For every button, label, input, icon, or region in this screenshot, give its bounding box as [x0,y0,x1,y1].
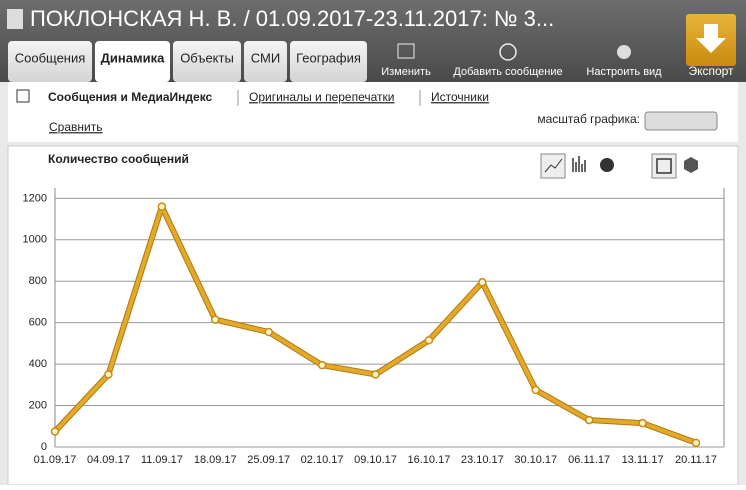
x-tick-label: 23.10.17 [461,454,504,466]
point [50,427,60,436]
toolbar-label[interactable]: Изменить [381,66,431,78]
info-icon[interactable] [7,9,23,29]
y-tick-label: 400 [29,358,47,370]
2d-icon [656,158,672,174]
point [691,438,701,448]
x-tick-label: 06.11.17 [568,454,610,466]
tab-label[interactable]: СМИ [251,50,280,65]
tab-label[interactable]: География [296,50,361,65]
x-tick-label: 13.11.17 [622,454,664,466]
tab-label[interactable]: Объекты [180,50,234,65]
tab[interactable] [8,41,92,82]
subnav-link[interactable]: Оригиналы и перепечатки [249,90,395,104]
x-tick-label: 16.10.17 [408,454,451,466]
bar-view-button[interactable] [572,156,586,172]
y-tick-label: 600 [29,317,47,329]
point [104,370,113,379]
y-tick-label: 1200 [23,192,47,204]
point [264,327,273,337]
scale-label: масштаб графика: [537,112,640,126]
point [157,202,167,211]
toolbar-label[interactable]: Добавить сообщение [453,66,562,78]
toolbar-label[interactable]: Экспорт [688,64,734,78]
pie-view-button[interactable] [600,158,614,172]
y-tick-label: 200 [29,399,47,411]
x-tick-label: 25.09.17 [247,454,290,466]
y-tick-label: 800 [29,275,47,287]
x-tick-label: 30.10.17 [514,454,557,466]
x-tick-label: 09.10.17 [354,454,397,466]
subnav-link[interactable]: Источники [431,90,489,104]
tab[interactable] [173,41,241,82]
point [317,360,327,370]
subnav-panel [8,82,738,142]
add-icon [499,43,517,61]
x-tick-label: 04.09.17 [87,454,130,466]
point [531,385,540,395]
subnav-link[interactable]: Сообщения и МедиаИндекс [48,90,213,104]
export-icon [696,24,726,53]
compare-link[interactable]: Сравнить [49,120,102,134]
x-tick-label: 18.09.17 [194,454,237,466]
point [371,370,380,379]
3d-button[interactable] [684,157,698,173]
x-tick-label: 11.09.17 [141,454,183,466]
tab[interactable] [244,41,287,82]
x-tick-label: 01.09.17 [34,454,77,466]
subnav-icon [16,89,30,103]
chart-panel [7,145,739,486]
toolbar-label[interactable]: Настроить вид [586,66,662,78]
tab[interactable] [290,41,367,82]
point [638,418,647,428]
tab-label[interactable]: Динамика [101,50,165,65]
tab[interactable] [95,41,170,82]
chart-title: Количество сообщений [48,152,189,166]
tab-label[interactable]: Сообщения [15,50,86,65]
x-tick-label: 02.10.17 [301,454,344,466]
point [478,278,487,287]
settings-icon [617,45,631,59]
y-tick-label: 1000 [23,234,47,246]
point [584,415,594,425]
2d-button[interactable] [651,153,677,179]
point [424,336,434,345]
scale-select[interactable] [644,111,718,131]
edit-icon [397,43,415,59]
page-title: ПОКЛОНСКАЯ Н. В. / 01.09.2017-23.11.2017… [30,6,554,31]
line-view-icon [544,158,563,173]
y-tick-label: 0 [41,441,47,453]
point [211,315,220,324]
x-tick-label: 20.11.17 [675,454,717,466]
